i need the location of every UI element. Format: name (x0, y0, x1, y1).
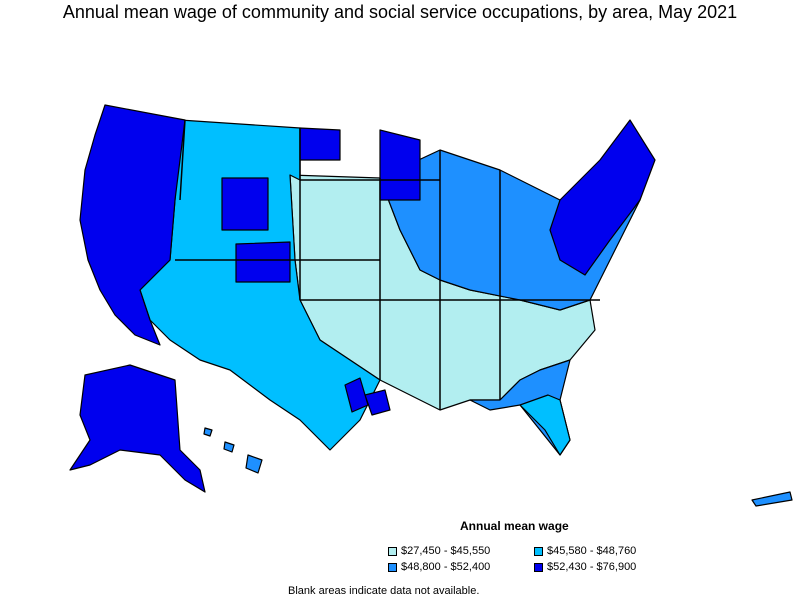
legend-swatch-3 (388, 562, 397, 572)
legend-item-2: $45,580 - $48,760 (534, 545, 636, 557)
legend-label-4: $52,430 - $76,900 (547, 561, 637, 573)
legend-label-1: $27,450 - $45,550 (401, 545, 491, 557)
region-alaska (69, 364, 206, 493)
legend-item-1: $27,450 - $45,550 (388, 545, 490, 557)
region-minnesota-high (379, 129, 421, 201)
region-florida (519, 394, 571, 456)
legend-item-4: $52,430 - $76,900 (534, 561, 636, 573)
region-hawaii (203, 427, 263, 474)
map-title: Annual mean wage of community and social… (62, 2, 738, 22)
region-mountain-high (221, 177, 291, 283)
legend-item-3: $48,800 - $52,400 (388, 561, 490, 573)
legend-label-3: $48,800 - $52,400 (401, 561, 491, 573)
legend-label-2: $45,580 - $48,760 (547, 545, 637, 557)
region-dakota-high (299, 127, 341, 161)
region-puerto-rico (751, 491, 793, 507)
region-west-coast (79, 104, 186, 346)
legend-swatch-4 (534, 562, 543, 572)
data-note: Blank areas indicate data not available. (288, 585, 480, 597)
region-dodger (379, 149, 641, 311)
region-northeast-high (549, 119, 656, 276)
legend-swatch-2 (534, 546, 543, 556)
legend-swatch-1 (388, 546, 397, 556)
legend-title: Annual mean wage (460, 519, 569, 533)
region-texas-high (344, 377, 391, 416)
